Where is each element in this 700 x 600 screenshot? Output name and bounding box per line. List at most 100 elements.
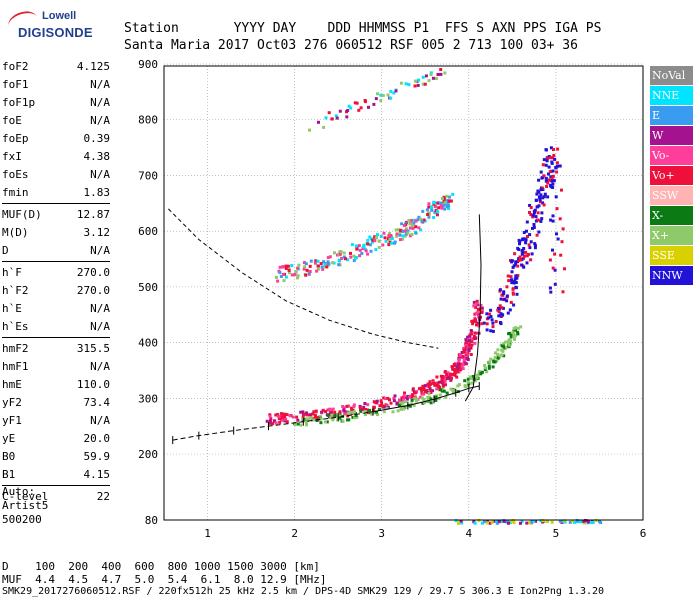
param-value: N/A — [90, 168, 110, 181]
echo-mark-o — [443, 379, 447, 383]
echo-mark-x — [505, 345, 508, 349]
echo-mark-nnw — [513, 252, 517, 256]
echo-mark-x — [347, 418, 351, 422]
param-name: h`E — [2, 302, 22, 315]
echo-mark-multihop — [319, 262, 323, 266]
echo-mark-upper — [399, 81, 403, 85]
echo-mark-nnw — [489, 308, 493, 312]
echo-mark-x — [382, 410, 386, 414]
echo-mark-nnw — [505, 299, 509, 303]
echo-mark-x — [480, 370, 484, 374]
echo-mark-x — [507, 338, 511, 342]
param-row: M(D) 3.12 — [2, 224, 110, 242]
echo-mark-o — [402, 394, 406, 398]
echo-mark-o — [338, 410, 342, 414]
echo-mark-x — [410, 402, 413, 406]
echo-mark-nnw — [524, 250, 528, 254]
echo-mark-o — [429, 382, 432, 386]
echo-mark-o — [468, 334, 472, 338]
param-value: 4.125 — [76, 60, 110, 73]
echo-mark-multihop — [374, 248, 378, 252]
echo-mark-nnw — [541, 201, 545, 205]
echo-mark-x — [471, 375, 475, 378]
echo-mark-upper — [353, 101, 357, 105]
echo-mark-upper — [335, 116, 339, 120]
param-name: h`F — [2, 266, 22, 279]
param-value: 59.9 — [83, 450, 111, 463]
echo-mark-x — [355, 415, 359, 419]
echo-mark-o — [474, 320, 478, 324]
echo-mark-upper — [308, 128, 311, 132]
echo-mark-nnw — [545, 159, 549, 163]
echo-mark-x — [377, 408, 381, 411]
echo-mark-x — [495, 359, 499, 363]
echo-mark-multihop — [304, 262, 308, 266]
echo-mark-nnw — [511, 287, 515, 291]
echo-mark-nnw — [514, 286, 518, 290]
echo-mark-x — [319, 417, 323, 421]
echo-mark-multihop — [396, 228, 400, 232]
echo-mark-multihop — [307, 271, 311, 275]
echo-mark-nnw — [556, 237, 560, 241]
echo-mark-o — [428, 387, 432, 391]
echo-mark-x — [487, 364, 491, 368]
echo-mark-multihop — [445, 194, 449, 198]
echo-mark-x — [449, 387, 453, 391]
echo-mark-multihop — [446, 201, 450, 205]
echo-mark-nnw — [514, 262, 518, 266]
echo-mark-o — [457, 362, 461, 366]
echo-mark-multihop — [362, 245, 366, 249]
echo-mark-nnw — [539, 219, 543, 223]
echo-mark-o — [433, 383, 437, 387]
echo-mark-noise — [519, 521, 522, 525]
echo-mark-nnw — [528, 233, 532, 237]
echo-mark-nnw — [545, 156, 549, 160]
echo-mark-x — [410, 398, 414, 402]
param-value: 12.87 — [76, 208, 110, 221]
echo-mark-o — [333, 410, 337, 414]
echo-mark-o — [472, 337, 476, 341]
echo-mark-nnw — [553, 282, 557, 286]
echo-mark-multihop — [393, 240, 397, 244]
x-tick-label: 6 — [640, 527, 647, 540]
echo-mark-o — [466, 358, 470, 361]
echo-mark-multihop — [297, 263, 301, 267]
echo-mark-x — [475, 373, 479, 377]
echo-mark-nnw — [551, 174, 555, 178]
echo-mark-multihop — [398, 233, 402, 237]
param-name: foE — [2, 114, 22, 127]
echo-mark-o — [467, 343, 471, 347]
echo-mark-o — [405, 397, 409, 401]
plot-grid — [164, 63, 644, 520]
param-value: N/A — [90, 414, 110, 427]
echo-mark-o — [350, 406, 354, 410]
echo-mark-multihop — [293, 273, 297, 277]
echo-mark-o — [423, 390, 427, 394]
echo-mark-multihop — [349, 251, 352, 255]
echo-mark-upper — [421, 82, 425, 86]
echo-mark-multihop — [331, 261, 335, 265]
divider — [2, 203, 110, 204]
param-name: h`F2 — [2, 284, 29, 297]
echo-mark-nnw — [551, 248, 554, 252]
echo-mark-x — [452, 389, 456, 393]
echo-mark-nnw — [534, 219, 538, 223]
echo-mark-nnw — [529, 240, 533, 244]
echo-mark-multihop — [437, 206, 441, 210]
echo-mark-o — [312, 410, 316, 414]
echo-mark-o — [435, 387, 439, 391]
echo-mark-multihop — [290, 273, 294, 277]
echo-mark-x — [483, 364, 487, 367]
echo-mark-nnw — [552, 179, 556, 183]
echo-mark-x — [501, 349, 505, 353]
echo-mark-noise — [481, 521, 484, 525]
param-row: hmF2 315.5 — [2, 340, 110, 358]
echo-mark-multihop — [439, 201, 443, 205]
echo-mark-o — [301, 410, 305, 414]
echo-mark-multihop — [371, 238, 375, 242]
echo-mark-o — [480, 306, 484, 310]
echo-mark-o — [446, 376, 450, 380]
echo-mark-o — [392, 399, 396, 403]
param-name: C-level — [2, 490, 49, 503]
